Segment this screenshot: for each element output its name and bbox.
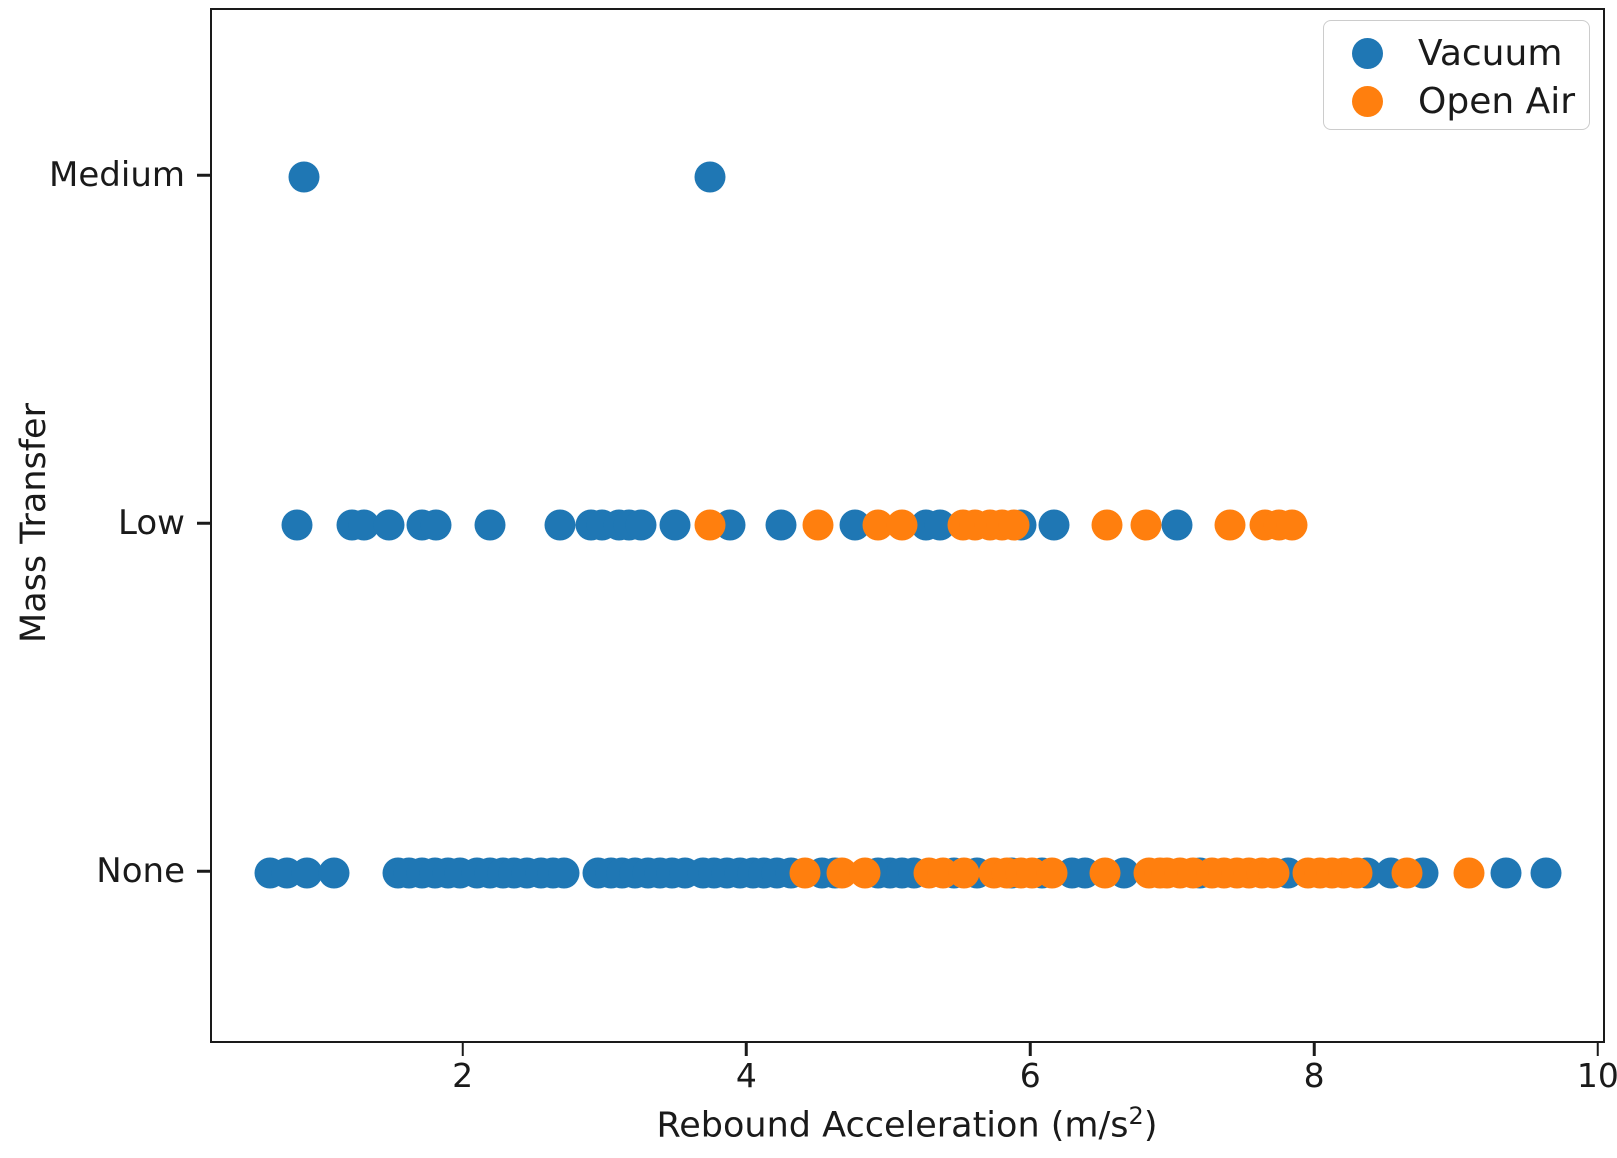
data-point-open-air [802,509,834,541]
x-tick-label: 6 [1019,1056,1041,1095]
data-point-vacuum [1038,509,1070,541]
data-point-vacuum [474,509,506,541]
x-tick-mark [461,1043,464,1056]
data-point-open-air [1130,509,1162,541]
data-point-open-air [789,857,821,889]
y-tick-mark [197,521,210,525]
data-point-vacuum [765,509,797,541]
data-point-vacuum [1161,509,1193,541]
x-tick-label: 8 [1303,1056,1325,1095]
y-tick-label-medium: Medium [49,155,185,195]
y-tick-label-low: Low [118,503,185,543]
x-axis-label-superscript: 2 [1128,1102,1144,1130]
data-point-vacuum [288,161,320,193]
plot-area [210,8,1605,1043]
data-point-open-air [886,509,918,541]
data-point-vacuum [544,509,576,541]
legend-entry-open-air: Open Air [1324,77,1589,125]
data-point-open-air [1089,857,1121,889]
x-tick-label: 10 [1576,1056,1617,1095]
x-tick-mark [745,1043,748,1056]
y-tick-label-none: None [96,851,185,891]
x-axis-label: Rebound Acceleration (m/s2) [657,1102,1158,1146]
legend: Vacuum Open Air [1323,20,1590,130]
data-point-vacuum [659,509,691,541]
data-point-vacuum [1490,857,1522,889]
data-point-vacuum [318,857,350,889]
data-point-open-air [1453,857,1485,889]
data-point-open-air [948,857,980,889]
circle-icon [1352,85,1383,117]
circle-icon [1352,37,1383,69]
legend-entry-vacuum: Vacuum [1324,29,1589,77]
data-point-open-air [1391,857,1423,889]
x-tick-mark [1312,1043,1316,1056]
data-point-open-air [1091,509,1123,541]
data-point-vacuum [625,509,657,541]
legend-label: Vacuum [1418,32,1563,74]
data-point-open-air [1341,857,1373,889]
data-point-vacuum [548,857,580,889]
data-point-open-air [1276,509,1308,541]
y-tick-mark [197,869,210,873]
y-axis-label: Mass Transfer [14,403,54,643]
x-axis-label-close-paren: ) [1143,1105,1158,1146]
x-tick-mark [1596,1043,1600,1056]
data-point-open-air [1036,857,1068,889]
data-point-vacuum [291,857,323,889]
x-tick-mark [1029,1043,1032,1056]
x-tick-label: 2 [452,1056,474,1095]
data-point-vacuum [1530,857,1562,889]
data-point-open-air [694,509,726,541]
data-point-vacuum [420,509,452,541]
x-axis-label-text: Rebound Acceleration (m/s [656,1105,1129,1146]
y-tick-mark [197,173,210,177]
legend-label: Open Air [1418,80,1576,122]
data-point-open-air [1214,509,1245,541]
data-point-open-air [998,509,1030,541]
x-tick-label: 4 [735,1056,757,1095]
data-point-open-air [849,857,881,889]
data-point-open-air [1258,857,1289,889]
data-point-vacuum [281,509,313,541]
data-point-vacuum [373,509,405,541]
data-point-vacuum [694,161,726,193]
